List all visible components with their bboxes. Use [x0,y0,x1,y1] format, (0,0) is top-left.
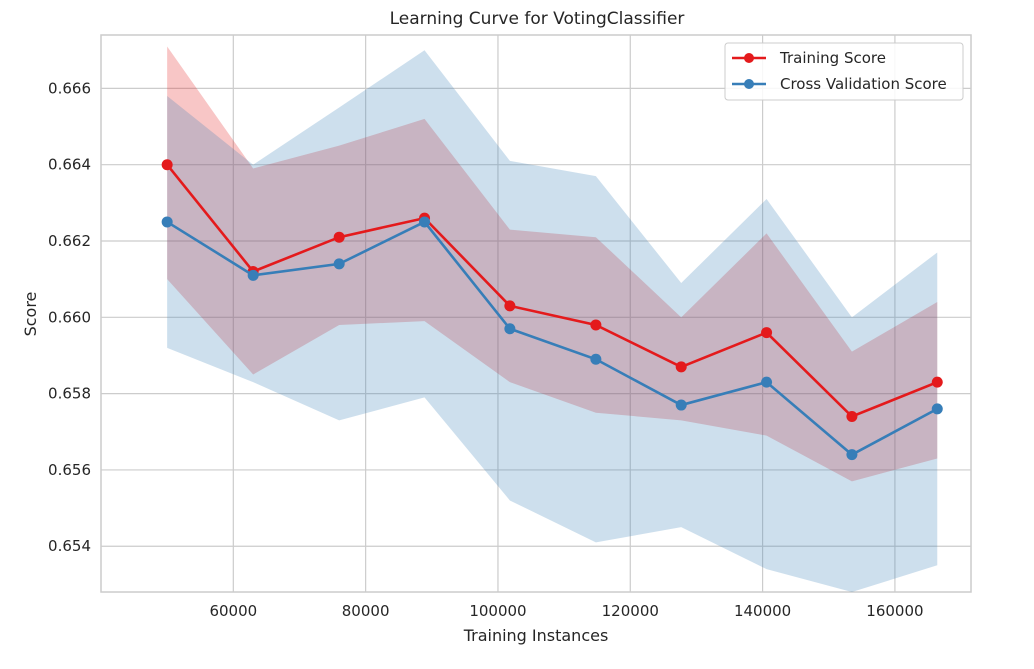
grid-lines [101,35,971,592]
legend-box [724,42,964,101]
point-cross-validation [590,353,602,365]
y-tick-label: 0.656 [48,461,91,479]
point-cross-validation [504,323,516,335]
x-tick-label: 80000 [342,602,390,620]
point-cross-validation [161,216,173,228]
band-cross-validation [167,50,938,593]
point-cross-validation [846,449,858,461]
line-training [166,163,938,419]
legend-marker-cross-validation [744,79,754,89]
point-cross-validation [675,399,687,411]
x-tick-label: 140000 [734,602,791,620]
point-training [846,411,858,423]
point-cross-validation [761,376,773,388]
point-cross-validation [931,403,943,415]
plot-area [100,34,972,593]
x-axis-ticks: 60000 80000 100000 120000 140000 160000 [209,602,923,620]
point-cross-validation [419,216,431,228]
y-tick-label: 0.666 [48,79,91,97]
chart-title: Learning Curve for VotingClassifier [390,9,685,29]
point-training [761,327,773,339]
point-training [931,376,943,388]
legend-label-training: Training Score [779,49,886,67]
y-tick-label: 0.658 [48,385,91,403]
y-tick-label: 0.664 [48,156,91,174]
point-cross-validation [247,269,259,281]
y-tick-label: 0.660 [48,308,91,326]
point-cross-validation [333,258,345,270]
legend-marker-training [744,53,754,63]
confidence-bands [167,46,938,593]
x-tick-label: 120000 [602,602,659,620]
point-training [333,231,345,243]
point-training [590,319,602,331]
y-tick-label: 0.654 [48,537,91,555]
y-tick-label: 0.662 [48,232,91,250]
x-tick-label: 160000 [866,602,923,620]
x-axis-label: Training Instances [463,626,609,645]
legend-label-cross-validation: Cross Validation Score [780,75,947,93]
y-axis-label: Score [21,292,40,337]
line-cross-validation [166,220,938,457]
x-tick-label: 60000 [209,602,257,620]
y-axis-ticks: 0.654 0.656 0.658 0.660 0.662 0.664 0.666 [48,79,91,555]
point-training [675,361,687,373]
band-training [167,46,938,482]
series-lines [161,159,943,461]
point-training [504,300,516,312]
x-tick-label: 100000 [469,602,526,620]
point-training [161,159,173,171]
chart-legend: Training Score Cross Validation Score [724,42,964,101]
